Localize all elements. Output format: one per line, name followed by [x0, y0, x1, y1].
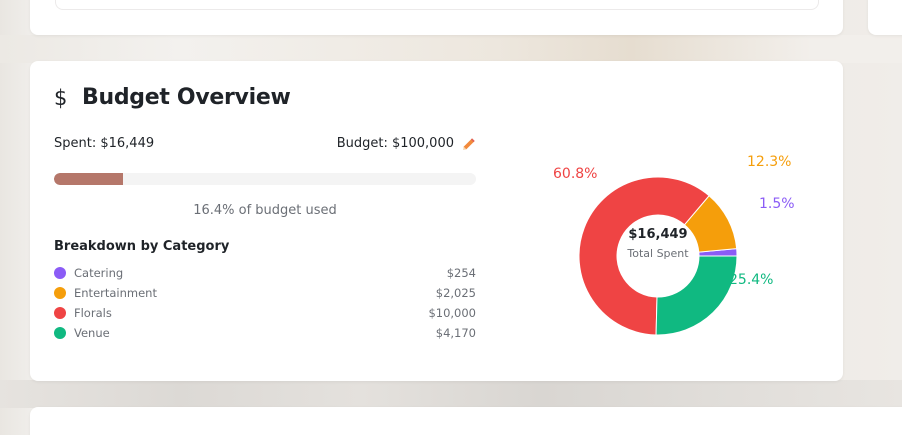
side-card [868, 0, 902, 35]
color-dot-icon [54, 307, 66, 319]
budget-used-text: 16.4% of budget used [193, 203, 337, 218]
color-dot-icon [54, 287, 66, 299]
color-dot-icon [54, 267, 66, 279]
spending-donut-chart: $16,449 Total Spent 60.8% 12.3% 1.5% 25.… [500, 151, 830, 351]
category-list: Catering $254 Entertainment $2,025 Flora… [54, 263, 476, 343]
label-venue: 25.4% [729, 272, 774, 288]
pencil-icon[interactable] [462, 137, 476, 151]
category-name: Florals [74, 306, 112, 320]
budget-progress-bar [54, 173, 476, 185]
category-row-venue: Venue $4,170 [54, 323, 476, 343]
budget-overview-card: $ Budget Overview Spent: $16,449 Budget:… [30, 61, 843, 381]
dollar-icon: $ [54, 85, 68, 110]
category-row-florals: Florals $10,000 [54, 303, 476, 323]
category-amount: $10,000 [428, 306, 476, 320]
label-entertainment: 12.3% [747, 154, 792, 170]
category-row-entertainment: Entertainment $2,025 [54, 283, 476, 303]
category-name: Catering [74, 266, 124, 280]
budget-progress-fill [54, 173, 124, 185]
donut-svg [578, 176, 738, 336]
budget-amount-group: Budget: $100,000 [337, 136, 476, 151]
donut-center-label: Total Spent [627, 247, 689, 260]
slice-venue[interactable] [655, 255, 738, 336]
color-dot-icon [54, 327, 66, 339]
previous-card-inner-panel [55, 0, 819, 10]
background [0, 380, 902, 408]
label-catering: 1.5% [759, 196, 795, 212]
previous-card [30, 0, 843, 35]
category-name: Entertainment [74, 286, 157, 300]
card-header: $ Budget Overview [54, 85, 291, 110]
background [0, 35, 902, 63]
slice-florals[interactable] [578, 176, 710, 336]
spent-budget-row: Spent: $16,449 Budget: $100,000 [54, 136, 476, 151]
category-row-catering: Catering $254 [54, 263, 476, 283]
label-florals: 60.8% [553, 166, 598, 182]
category-name: Venue [74, 326, 110, 340]
category-amount: $4,170 [435, 326, 476, 340]
donut-center-amount: $16,449 [628, 227, 688, 242]
spent-amount: Spent: $16,449 [54, 136, 155, 151]
next-card [30, 407, 902, 435]
category-amount: $254 [446, 266, 476, 280]
breakdown-title: Breakdown by Category [54, 239, 230, 254]
category-amount: $2,025 [435, 286, 476, 300]
card-title: Budget Overview [82, 85, 291, 110]
budget-amount: Budget: $100,000 [336, 136, 454, 151]
